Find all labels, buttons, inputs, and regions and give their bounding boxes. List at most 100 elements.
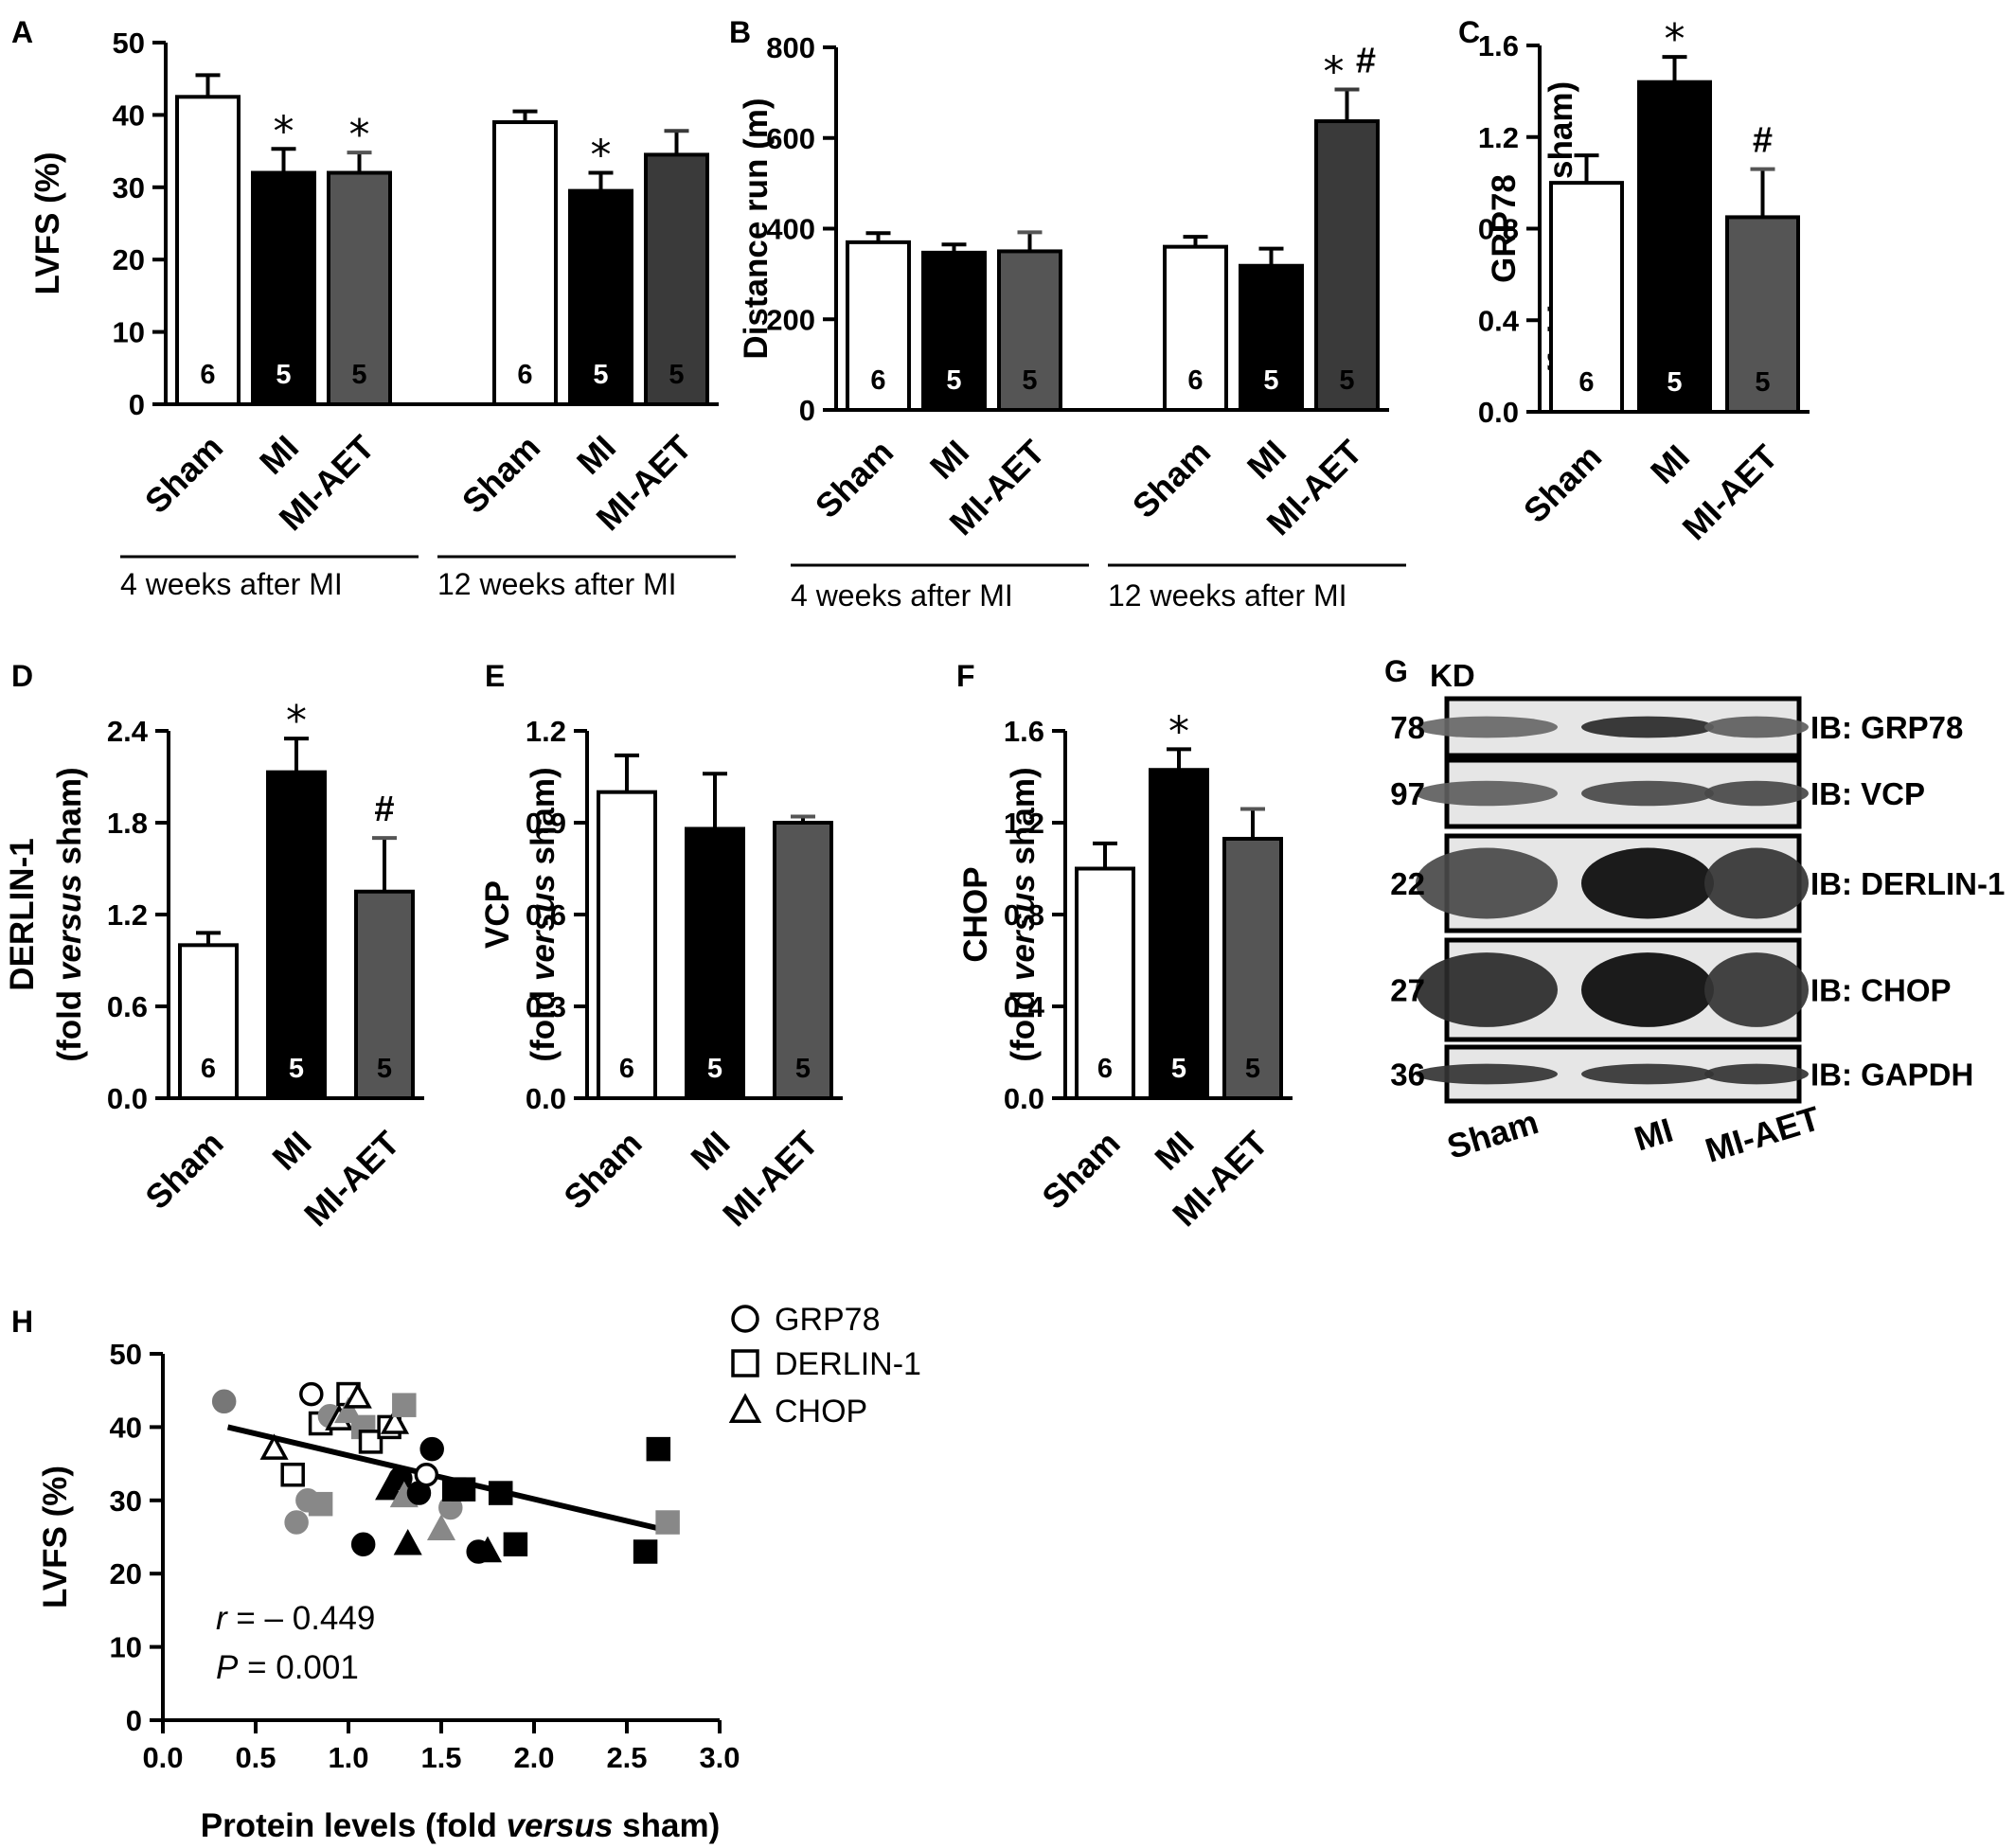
stat-r-symbol: r — [216, 1600, 228, 1637]
lane-label-mi: MI — [1630, 1111, 1677, 1159]
blot-band-sham — [1416, 716, 1558, 738]
legend-marker-circle — [731, 1305, 759, 1333]
y-tick-label: 20 — [110, 1557, 142, 1590]
panel-letter-f: F — [956, 659, 975, 693]
blot-row-gapdh: 36 IB: GAPDH — [1390, 1044, 1973, 1104]
n-label: 5 — [1245, 1054, 1260, 1084]
data-point-triangle — [380, 1408, 410, 1434]
blot-band-sham — [1416, 780, 1558, 807]
n-label: 5 — [276, 360, 291, 390]
significance-star: * — [591, 132, 612, 180]
y-axis-label: LVFS (%) — [37, 1466, 74, 1608]
data-point-square — [358, 1430, 383, 1454]
blot-band-mi — [1581, 1063, 1714, 1085]
blot-band-mi-aet — [1704, 780, 1809, 807]
y-tick-label: 0 — [129, 388, 145, 421]
data-point-triangle — [393, 1528, 422, 1555]
kd-label: KD — [1430, 658, 1475, 693]
significance-hash: # — [1753, 121, 1773, 161]
category-label: MI — [1239, 433, 1293, 487]
blot-band-sham — [1416, 847, 1558, 919]
y-axis-label-part: (fold — [1005, 981, 1042, 1062]
x-axis-label-part: sham) — [613, 1807, 720, 1844]
y-tick-label: 0 — [126, 1704, 142, 1737]
y-axis-label-part: sham) — [1542, 81, 1579, 188]
x-tick-label: 1.5 — [420, 1741, 461, 1774]
legend-marker-square — [731, 1349, 759, 1377]
blot-row-derlin-1: 22 IB: DERLIN-1 — [1390, 833, 2005, 933]
blot-band-mi-aet — [1704, 716, 1809, 738]
blot-band-mi — [1581, 780, 1714, 807]
blot-band-mi — [1581, 952, 1714, 1027]
data-point-circle — [211, 1389, 237, 1414]
n-label: 5 — [377, 1054, 392, 1084]
y-tick-label: 10 — [113, 316, 145, 349]
blot-band-sham — [1416, 952, 1558, 1027]
x-tick-label: 0.0 — [142, 1741, 183, 1774]
bar-mi — [685, 826, 745, 1100]
blot-label: IB: VCP — [1810, 776, 1925, 811]
blot-label: IB: DERLIN-1 — [1810, 866, 2005, 901]
category-label: Sham — [455, 428, 547, 521]
data-point-square — [392, 1393, 417, 1417]
bar-mi-aet — [644, 152, 709, 406]
data-point-circle — [350, 1532, 376, 1556]
n-label: 5 — [1022, 365, 1037, 396]
y-tick-label: 200 — [766, 303, 815, 336]
y-axis-label: Distance run (m) — [738, 98, 775, 359]
x-axis-label-part: Protein levels (fold — [201, 1807, 507, 1844]
n-label: 5 — [1339, 365, 1354, 396]
panel-letter-c: C — [1458, 15, 1480, 49]
n-label: 6 — [1578, 367, 1594, 398]
panel-letter-a: A — [11, 15, 33, 49]
y-tick-label: 400 — [766, 213, 815, 246]
n-label: 5 — [1755, 367, 1770, 398]
category-label: MI — [1147, 1124, 1201, 1178]
y-tick-label: 1.6 — [1478, 29, 1519, 62]
significance-hash: # — [374, 790, 394, 829]
data-point-circle — [388, 1466, 413, 1491]
legend-label: DERLIN-1 — [775, 1346, 921, 1382]
y-tick-label: 0.4 — [1478, 304, 1520, 337]
bar-mi — [568, 188, 633, 406]
panel-letter-b: B — [729, 15, 751, 49]
x-tick-label: 1.0 — [328, 1741, 368, 1774]
significance-star: * — [1168, 707, 1189, 755]
category-label: MI — [252, 428, 306, 482]
y-tick-label: 1.2 — [526, 715, 566, 748]
n-label: 5 — [289, 1054, 304, 1084]
bar-sham — [1549, 181, 1624, 414]
y-axis-label-line2: (fold versus sham) — [525, 767, 562, 1061]
n-label: 5 — [1171, 1054, 1186, 1084]
y-tick-label: 30 — [110, 1484, 142, 1518]
x-tick-label: 0.5 — [235, 1741, 276, 1774]
y-tick-label: 0.8 — [1478, 213, 1519, 246]
bar-mi — [1149, 768, 1209, 1100]
panel-letter-h: H — [11, 1305, 33, 1339]
bar-mi — [1239, 263, 1304, 412]
category-label: Sham — [137, 428, 230, 521]
significance-star: * — [1324, 48, 1345, 97]
category-label: Sham — [556, 1124, 649, 1217]
data-point-square — [646, 1436, 671, 1462]
x-axis-label-italic: versus — [507, 1807, 614, 1844]
y-axis-label: GRP78 — [1486, 174, 1523, 283]
kd-value: 97 — [1390, 776, 1425, 811]
y-tick-label: 0.9 — [526, 807, 566, 840]
panel-letter-d: D — [11, 659, 33, 693]
panel-d: D 0.0 0.6 1.2 1.8 2.4 DERLIN-1 (fold versus sha… — [4, 659, 424, 1234]
y-tick-label: 0.0 — [1004, 1082, 1044, 1115]
bar-mi — [266, 770, 327, 1101]
data-point-triangle — [259, 1433, 289, 1460]
y-tick-label: 0 — [799, 394, 815, 427]
y-axis-label-line2: (fold versus sham) — [1005, 767, 1042, 1061]
panel-f: F 0.0 0.4 0.8 1.2 1.6 CHOP (fold versus sham) 6 S… — [956, 659, 1293, 1234]
x-axis-label: Protein levels (fold versus sham) — [201, 1807, 721, 1844]
blot-band-mi — [1581, 716, 1714, 738]
data-point-square — [633, 1539, 658, 1564]
bar-mi — [921, 250, 987, 412]
legend-label: GRP78 — [775, 1302, 881, 1338]
